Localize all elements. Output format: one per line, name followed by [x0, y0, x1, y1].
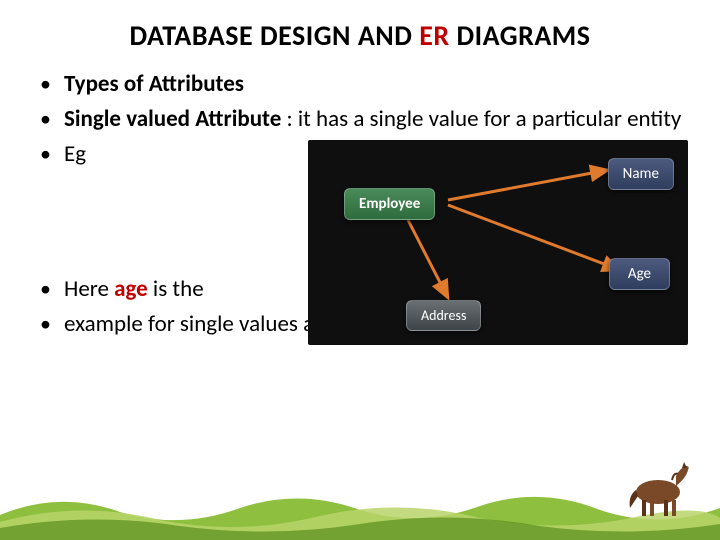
bullet-1-text: Types of Attributes: [64, 70, 244, 98]
edge-employee-age: [448, 205, 620, 270]
bullet-1: Types of Attributes: [40, 69, 690, 100]
title-red: ER: [419, 18, 449, 53]
node-age: Age: [609, 258, 670, 290]
node-name-label: Name: [623, 165, 659, 183]
edge-employee-address: [408, 220, 448, 298]
bullet-2-bold: Single valued Attribute: [64, 105, 281, 133]
node-name: Name: [608, 158, 674, 190]
title-prefix: DATABASE DESIGN AND: [129, 18, 419, 53]
node-address-label: Address: [421, 307, 466, 324]
slide: DATABASE DESIGN AND ER DIAGRAMS Types of…: [0, 0, 720, 540]
node-age-label: Age: [628, 265, 651, 283]
horse-icon: [620, 460, 694, 518]
page-title: DATABASE DESIGN AND ER DIAGRAMS: [30, 18, 690, 53]
bullet-4-pre: Here: [64, 275, 114, 303]
node-address: Address: [406, 300, 481, 331]
bullet-3-text: Eg: [64, 140, 86, 168]
title-suffix: DIAGRAMS: [450, 18, 591, 53]
bullet-4-red: age: [114, 275, 148, 303]
node-employee: Employee: [344, 188, 435, 220]
edge-employee-name: [448, 170, 608, 200]
grass-decoration: [0, 470, 720, 540]
er-diagram: Employee Address Name Age: [308, 140, 688, 345]
bullet-4-post: is the: [148, 275, 204, 303]
node-employee-label: Employee: [359, 195, 420, 213]
bullet-2: Single valued Attribute : it has a singl…: [40, 104, 690, 135]
bullet-2-rest: : it has a single value for a particular…: [281, 105, 681, 133]
